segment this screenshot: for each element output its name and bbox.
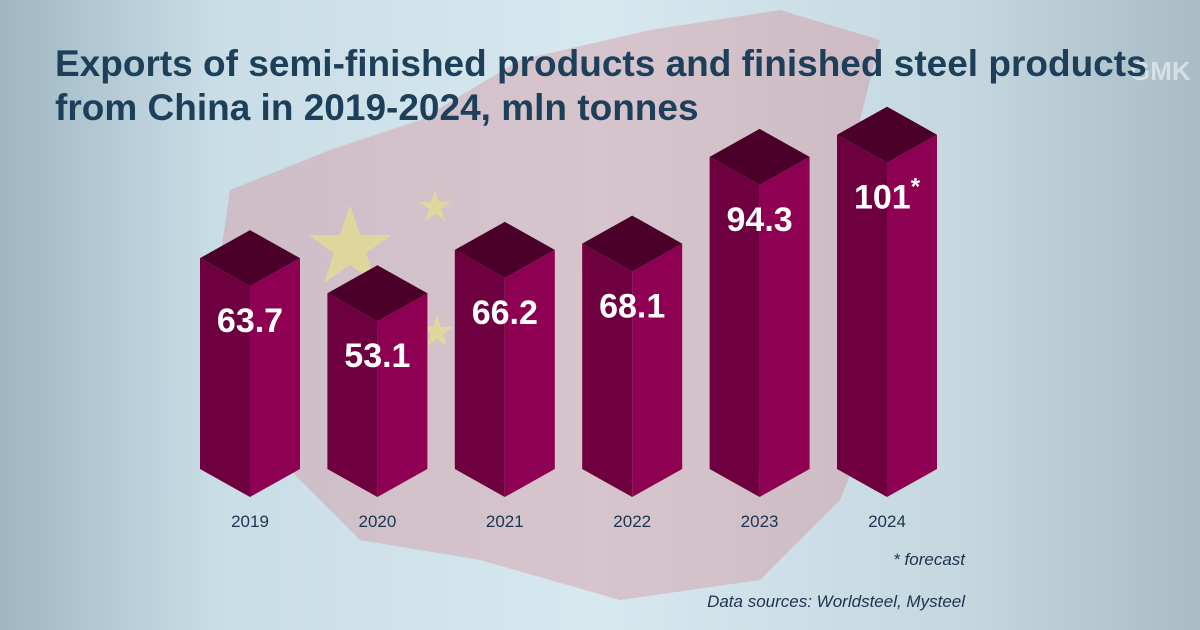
bar-2024 [837,106,937,497]
bar-left-face [709,156,760,497]
category-label: 2024 [868,512,906,531]
value-label: 94.3 [727,201,793,239]
bar-2019 [200,230,300,497]
bar-top-face [709,128,810,185]
chart-title: Exports of semi-finished products and fi… [55,43,1147,128]
bar-left-face [200,258,250,497]
value-label: 63.7 [217,302,283,340]
bar-right-face [377,293,428,497]
category-label: 2019 [231,512,269,531]
bar-right-face [504,249,555,497]
bar-top-face [454,221,555,278]
bar-right-face [759,156,810,497]
value-label: 101* [854,174,921,217]
data-sources: Data sources: Worldsteel, Mysteel [707,592,965,611]
bar-top-face [200,230,300,287]
bar-2021 [454,221,555,497]
bar-top-face [837,106,937,163]
category-label: 2023 [741,512,779,531]
forecast-marker: * [911,174,921,201]
bar-right-face [632,243,683,497]
bar-top-face [582,215,683,272]
bar-2020 [327,265,428,497]
category-label: 2020 [358,512,396,531]
bar-right-face [250,258,300,497]
bar-2023 [709,128,810,497]
forecast-footnote: * forecast [893,550,965,569]
bar-left-face [582,243,633,497]
flag-stars [308,190,453,346]
category-label: 2021 [486,512,524,531]
value-label: 53.1 [344,337,410,375]
watermark-logo: GMK [1130,56,1191,86]
bar-left-face [454,249,505,497]
bar-left-face [837,134,887,497]
category-label: 2022 [613,512,651,531]
bar-right-face [887,134,937,497]
value-label: 66.2 [472,294,538,332]
value-label: 68.1 [599,288,665,326]
bar-2022 [582,215,683,497]
bar-left-face [327,293,378,497]
bar-top-face [327,265,428,322]
